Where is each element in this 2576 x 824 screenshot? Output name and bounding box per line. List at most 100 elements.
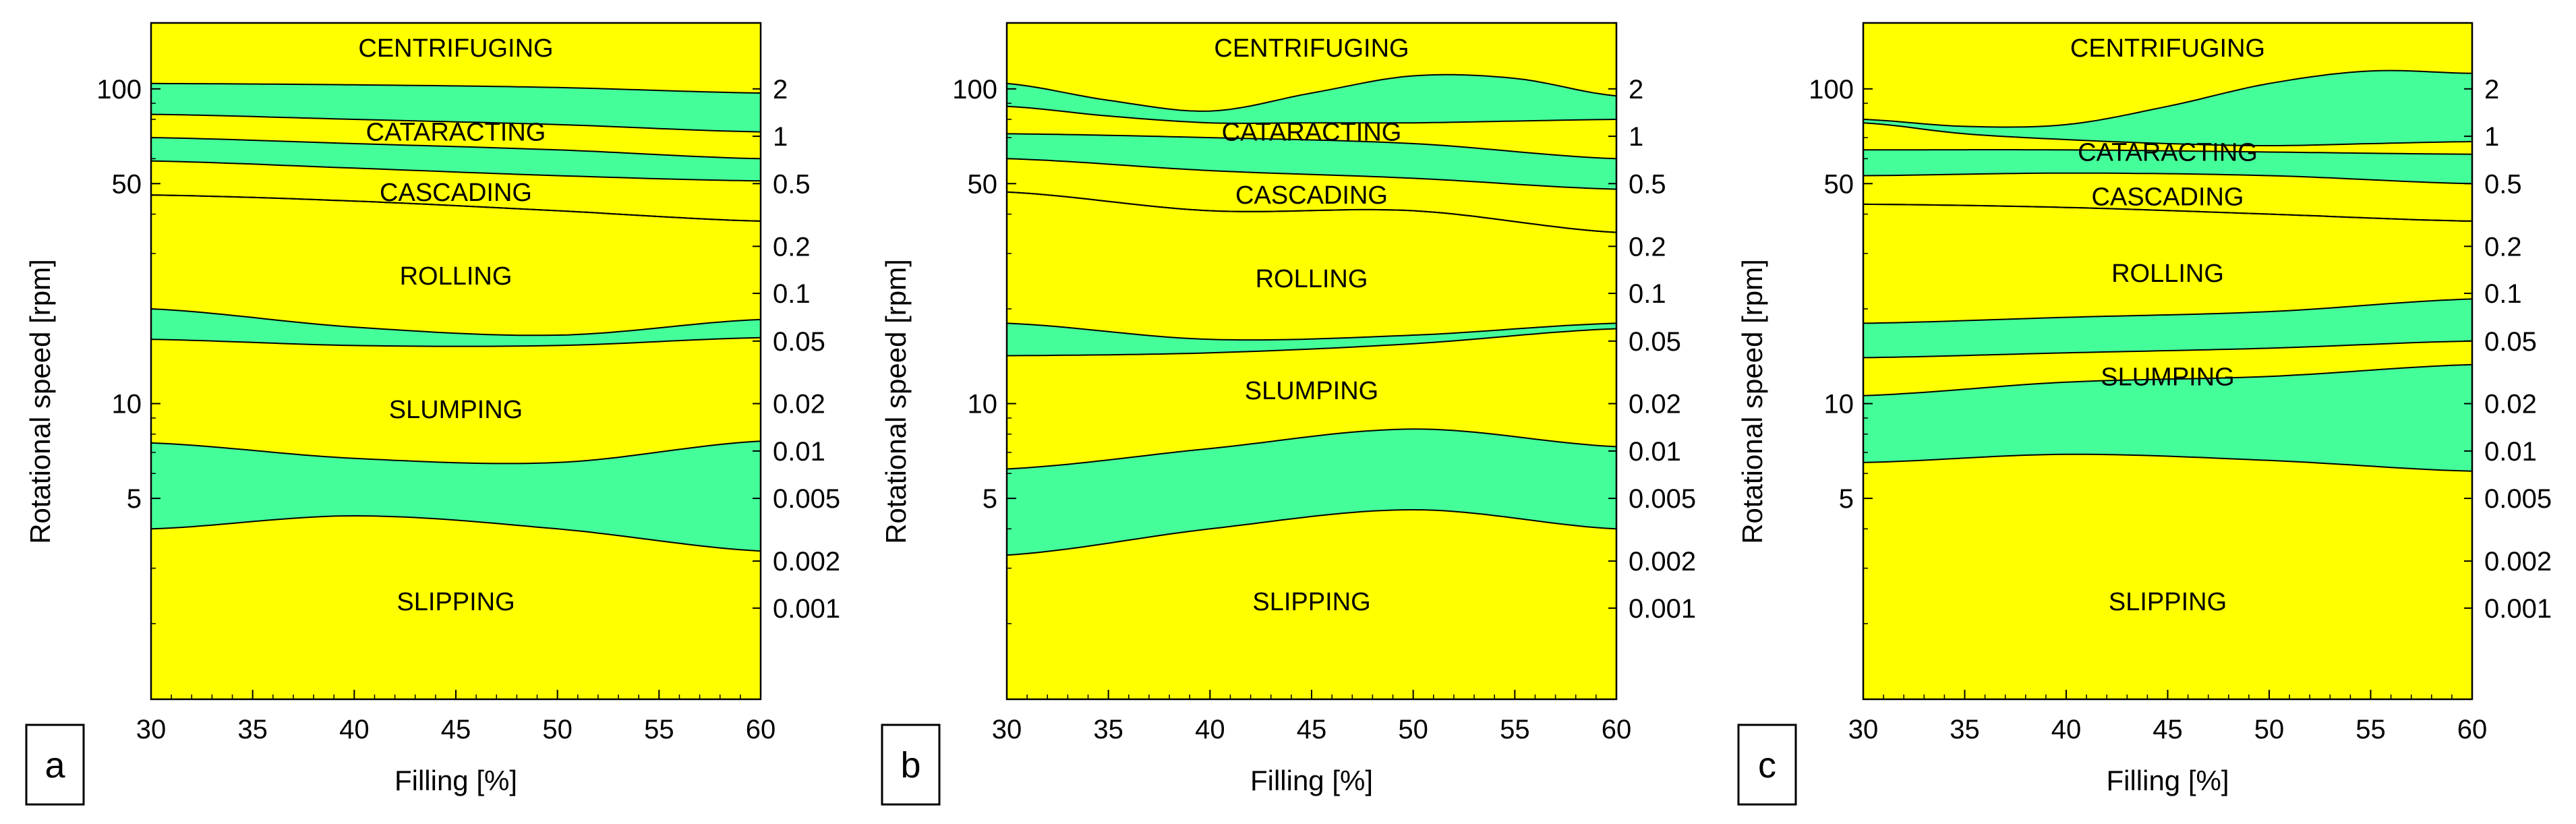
- secondary-tick-label: 2: [773, 75, 788, 105]
- x-tick-label: 40: [2051, 715, 2082, 744]
- secondary-tick-label: 0.001: [1629, 594, 1696, 624]
- secondary-tick-label: 0.1: [2484, 279, 2522, 309]
- band-cataracting-cascading: [1863, 150, 2472, 184]
- band-upper-boundary: [1863, 149, 2473, 155]
- y-tick-label: 10: [968, 390, 998, 419]
- band-slumping-slipping: [1863, 364, 2472, 471]
- panel-letter: b: [900, 745, 920, 786]
- regime-label: CENTRIFUGING: [1214, 34, 1409, 63]
- band-upper-boundary: [1006, 73, 1617, 112]
- x-tick-label: 60: [2457, 715, 2488, 744]
- band-upper-boundary: [150, 137, 761, 160]
- band-lower-boundary: [1006, 191, 1617, 233]
- regime-label: CENTRIFUGING: [2070, 34, 2265, 63]
- x-tick-label: 60: [1602, 715, 1632, 744]
- regime-label: ROLLING: [1256, 265, 1368, 293]
- secondary-tick-label: 1: [1629, 122, 1643, 152]
- secondary-tick-label: 1: [2484, 122, 2499, 152]
- regime-label: SLIPPING: [2109, 588, 2227, 616]
- secondary-tick-label: 0.5: [2484, 169, 2522, 199]
- secondary-tick-label: 0.5: [773, 169, 811, 199]
- x-tick-label: 55: [2355, 715, 2386, 744]
- secondary-tick-label: 0.005: [773, 484, 840, 514]
- regime-label: CATARACTING: [2078, 138, 2258, 167]
- regime-label: SLUMPING: [389, 396, 523, 424]
- secondary-tick-label: 0.002: [2484, 547, 2552, 577]
- secondary-tick-label: 0.2: [773, 232, 811, 262]
- x-tick-label: 45: [441, 715, 471, 744]
- regime-label: SLUMPING: [2101, 363, 2234, 391]
- x-tick-label: 55: [644, 715, 674, 744]
- y-tick-label: 5: [1839, 484, 1854, 514]
- band-lower-boundary: [150, 160, 761, 182]
- band-lower-boundary: [150, 113, 761, 133]
- secondary-tick-label: 0.005: [1629, 484, 1696, 514]
- band-lower-boundary: [1863, 122, 2473, 146]
- y-tick-label: 5: [983, 484, 997, 514]
- band-upper-boundary: [1006, 133, 1617, 160]
- y-tick-label: 100: [96, 75, 142, 105]
- secondary-tick-label: 0.01: [2484, 437, 2537, 467]
- secondary-tick-label: 0.001: [773, 594, 840, 624]
- x-tick-label: 45: [2153, 715, 2183, 744]
- regime-label: SLUMPING: [1245, 377, 1378, 405]
- plot-background: [151, 23, 761, 699]
- panel-b: 30 35 40 45 50 55 60 5 10 50 100 2 1 0.5 0.2 0.1 0.05 0.0…: [880, 22, 1696, 806]
- x-tick-label: 50: [1398, 715, 1428, 744]
- secondary-tick-label: 0.02: [773, 390, 825, 419]
- x-tick-label: 35: [1093, 715, 1123, 744]
- y-axis-title: Rotational speed [rpm]: [1736, 259, 1768, 544]
- panel-letter: a: [45, 745, 65, 786]
- secondary-tick-label: 0.2: [2484, 232, 2522, 262]
- band-centrifuging-cataracting: [1863, 70, 2472, 146]
- y-axis-title: Rotational speed [rpm]: [880, 259, 912, 544]
- band-upper-boundary: [1863, 69, 2473, 128]
- x-tick-label: 40: [339, 715, 370, 744]
- secondary-tick-label: 0.01: [773, 437, 825, 467]
- regime-label: CASCADING: [380, 179, 532, 207]
- y-tick-label: 100: [1809, 75, 1854, 105]
- secondary-tick-label: 0.001: [2484, 594, 2552, 624]
- y-tick-label: 50: [112, 169, 142, 199]
- band-lower-boundary: [150, 194, 761, 222]
- panel-letter-box: [881, 724, 941, 806]
- panel-c: 30 35 40 45 50 55 60 5 10 50 100 2 1 0.5 0.2 0.1 0.05 0.0…: [1736, 22, 2552, 806]
- secondary-tick-label: 0.5: [1629, 169, 1666, 199]
- band-lower-boundary: [1863, 340, 2473, 359]
- y-tick-label: 5: [127, 484, 142, 514]
- secondary-tick-label: 0.05: [2484, 327, 2537, 357]
- y-tick-label: 50: [968, 169, 998, 199]
- band-slumping-slipping: [1007, 429, 1616, 556]
- band-rolling-slumping: [151, 309, 761, 347]
- regime-label: CASCADING: [1235, 181, 1388, 210]
- panel-letter-box: [25, 724, 85, 806]
- band-cataracting-cascading: [151, 138, 761, 181]
- band-upper-boundary: [1863, 298, 2473, 324]
- x-tick-label: 30: [992, 715, 1022, 744]
- y-tick-label: 50: [1824, 169, 1854, 199]
- x-tick-label: 50: [2254, 715, 2285, 744]
- band-lower-boundary: [1006, 328, 1617, 357]
- secondary-tick-label: 0.1: [1629, 279, 1666, 309]
- x-tick-label: 45: [1297, 715, 1327, 744]
- x-tick-label: 60: [746, 715, 776, 744]
- regime-label: ROLLING: [400, 262, 513, 291]
- x-tick-label: 50: [542, 715, 573, 744]
- y-tick-label: 10: [112, 390, 142, 419]
- x-tick-label: 35: [237, 715, 268, 744]
- band-lower-boundary: [1006, 105, 1617, 124]
- x-tick-label: 55: [1500, 715, 1530, 744]
- secondary-tick-label: 1: [773, 122, 788, 152]
- band-centrifuging-cataracting: [151, 83, 761, 132]
- regime-label: CATARACTING: [1222, 119, 1402, 147]
- x-tick-label: 30: [136, 715, 167, 744]
- band-rolling-slumping: [1863, 299, 2472, 358]
- regime-label: CASCADING: [2092, 183, 2244, 211]
- secondary-tick-label: 0.05: [1629, 327, 1681, 357]
- secondary-tick-label: 0.1: [773, 279, 811, 309]
- band-lower-boundary: [150, 514, 761, 552]
- x-axis-title: Filling [%]: [394, 765, 517, 796]
- band-lower-boundary: [1006, 508, 1617, 556]
